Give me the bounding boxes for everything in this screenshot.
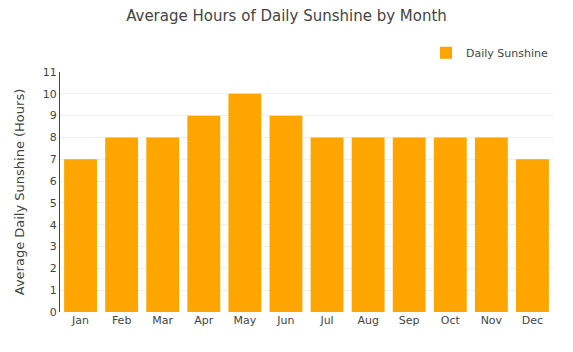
svg-text:Nov: Nov <box>481 314 503 327</box>
svg-text:Feb: Feb <box>112 314 131 327</box>
svg-text:May: May <box>234 314 257 327</box>
svg-text:7: 7 <box>50 153 57 166</box>
svg-text:4: 4 <box>50 219 57 232</box>
svg-text:Average Hours of Daily Sunshin: Average Hours of Daily Sunshine by Month <box>126 7 447 25</box>
svg-text:5: 5 <box>50 197 57 210</box>
svg-text:8: 8 <box>50 131 57 144</box>
svg-text:Jul: Jul <box>319 314 333 327</box>
svg-text:3: 3 <box>50 240 57 253</box>
svg-text:9: 9 <box>50 109 57 122</box>
svg-text:Apr: Apr <box>194 314 214 327</box>
svg-text:6: 6 <box>50 175 57 188</box>
svg-text:11: 11 <box>43 66 57 79</box>
svg-text:Oct: Oct <box>441 314 461 327</box>
svg-text:0: 0 <box>50 306 57 319</box>
svg-text:2: 2 <box>50 262 57 275</box>
svg-text:Sep: Sep <box>399 314 420 327</box>
svg-text:Jan: Jan <box>71 314 89 327</box>
svg-text:Mar: Mar <box>152 314 173 327</box>
svg-text:Aug: Aug <box>357 314 378 327</box>
svg-text:Average Daily Sunshine (Hours): Average Daily Sunshine (Hours) <box>12 89 27 296</box>
svg-text:Daily Sunshine: Daily Sunshine <box>466 47 548 60</box>
svg-text:Dec: Dec <box>522 314 543 327</box>
svg-text:Jun: Jun <box>276 314 294 327</box>
svg-text:10: 10 <box>43 88 57 101</box>
svg-text:1: 1 <box>50 284 57 297</box>
